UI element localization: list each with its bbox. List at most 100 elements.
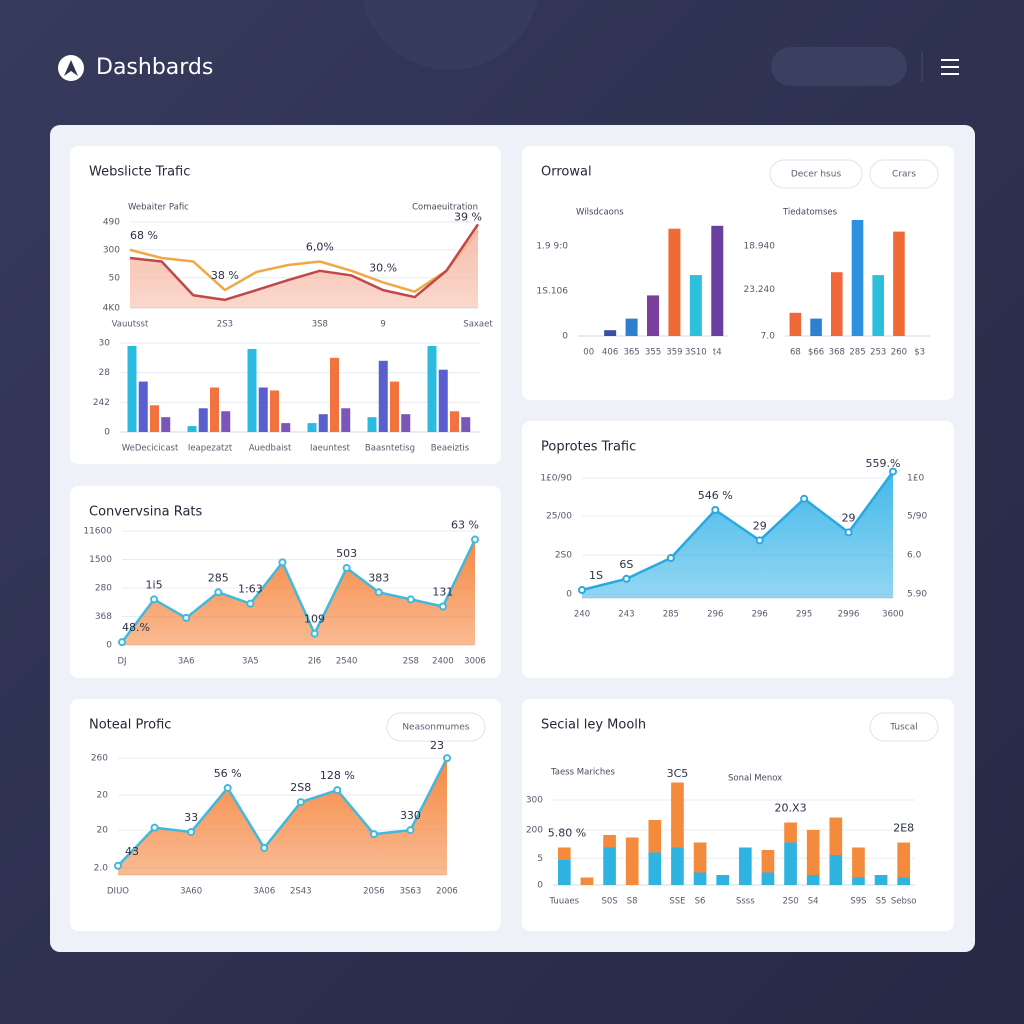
button-label[interactable]: Decer hsus bbox=[791, 170, 842, 180]
annotation: 5.80 % bbox=[548, 827, 586, 840]
annotation: 30.% bbox=[369, 261, 397, 274]
y2-tick-label: 6.0 bbox=[907, 551, 922, 561]
bar bbox=[668, 228, 681, 336]
y2-tick-label: 1£0 bbox=[907, 474, 924, 484]
y-tick-label: 30 bbox=[99, 339, 111, 349]
bar bbox=[830, 272, 843, 336]
annotation: 39 % bbox=[454, 210, 482, 223]
bar bbox=[438, 369, 448, 432]
point bbox=[278, 558, 287, 567]
y-tick-label: 4K0 bbox=[103, 304, 121, 314]
bar-segment bbox=[603, 847, 616, 885]
y-tick-label: 20 bbox=[97, 826, 109, 836]
bar-segment bbox=[671, 782, 684, 848]
bar-segment bbox=[784, 842, 797, 885]
panel-title: Orrowal bbox=[541, 165, 592, 180]
x-tick-label: 285 bbox=[663, 610, 679, 620]
x-tick-label: 355 bbox=[645, 348, 661, 358]
button[interactable] bbox=[869, 712, 939, 742]
point bbox=[260, 843, 269, 852]
annotation: 68 % bbox=[130, 229, 158, 242]
y-tick-label: 20 bbox=[97, 791, 109, 801]
x-tick-label: 3S8 bbox=[312, 320, 328, 330]
point bbox=[666, 554, 675, 562]
annotation: 63 % bbox=[451, 519, 479, 532]
chart-subtitle: Tiedatomses bbox=[782, 208, 838, 218]
menu-icon[interactable] bbox=[941, 59, 959, 75]
x-tick-label: 253 bbox=[870, 348, 886, 358]
x-tick-label: 2540 bbox=[336, 657, 358, 667]
button-label[interactable]: Tuscal bbox=[889, 723, 918, 733]
bar-segment bbox=[761, 850, 775, 873]
x-tick-label: 3600 bbox=[882, 610, 904, 620]
bar bbox=[187, 426, 197, 432]
line bbox=[121, 539, 477, 643]
area bbox=[130, 224, 478, 308]
bar bbox=[689, 275, 702, 336]
x-tick-label: 3S10 bbox=[685, 348, 707, 358]
x-tick-label: 243 bbox=[618, 610, 634, 620]
point bbox=[246, 599, 255, 608]
bar-segment bbox=[852, 847, 865, 878]
annotation: 23 bbox=[430, 739, 444, 752]
x-tick-label: 00 bbox=[583, 348, 594, 358]
x-tick-label: 296 bbox=[752, 610, 768, 620]
x-tick-label: 3A06 bbox=[253, 887, 275, 897]
point bbox=[310, 629, 319, 638]
bar bbox=[161, 417, 171, 432]
point bbox=[471, 535, 479, 544]
bar-segment bbox=[557, 860, 571, 885]
point bbox=[333, 786, 342, 795]
bar-segment bbox=[784, 822, 797, 843]
button-label[interactable]: Neasonmumes bbox=[402, 723, 469, 733]
area bbox=[582, 471, 893, 598]
x-tick-label: Ieapezatzt bbox=[188, 444, 233, 454]
button-label[interactable]: Crars bbox=[892, 170, 916, 180]
annotation: 559.% bbox=[866, 457, 901, 470]
x-tick-label: 2S3 bbox=[217, 320, 233, 330]
x-tick-label: S8 bbox=[627, 897, 638, 907]
x-tick-label: 68 bbox=[790, 348, 801, 358]
annotation: 1:63 bbox=[238, 583, 263, 596]
area bbox=[118, 758, 447, 875]
point bbox=[369, 830, 378, 839]
x-tick-label: 240 bbox=[574, 610, 590, 620]
bar bbox=[150, 405, 159, 432]
bar-segment bbox=[829, 817, 843, 855]
bar bbox=[810, 318, 822, 336]
annotation: 20.X3 bbox=[775, 802, 807, 815]
bar-segment bbox=[897, 842, 911, 878]
chart-subtitle: Webaiter Pafic bbox=[128, 203, 189, 213]
y-tick-label: 242 bbox=[93, 398, 110, 408]
point bbox=[578, 586, 586, 594]
panel-title: Webslicte Trafic bbox=[89, 165, 190, 180]
bar bbox=[872, 275, 885, 336]
button[interactable] bbox=[769, 159, 863, 189]
bar-segment bbox=[693, 872, 707, 885]
button[interactable] bbox=[386, 712, 486, 742]
button[interactable] bbox=[869, 159, 939, 189]
x-tick-label: 3A5 bbox=[242, 657, 259, 667]
bar bbox=[281, 423, 291, 432]
search-pill[interactable] bbox=[771, 47, 907, 86]
point bbox=[406, 595, 415, 604]
annotation: 330 bbox=[400, 809, 421, 822]
annotation: 128 % bbox=[320, 769, 355, 782]
x-tick-label: $66 bbox=[808, 348, 824, 358]
point bbox=[711, 506, 720, 514]
bar-segment bbox=[716, 875, 730, 885]
app-title: Dashbards bbox=[96, 55, 213, 80]
line bbox=[117, 757, 449, 867]
bar bbox=[138, 381, 148, 432]
bar bbox=[307, 423, 317, 432]
annotation: 2E8 bbox=[893, 822, 914, 835]
x-tick-label: 3S63 bbox=[400, 887, 422, 897]
x-tick-label: Auedbaist bbox=[249, 444, 292, 454]
bar bbox=[711, 225, 724, 336]
y-tick-label: 368 bbox=[95, 612, 112, 622]
point bbox=[889, 467, 897, 476]
bar-segment bbox=[693, 842, 707, 873]
annotation: 43 bbox=[125, 845, 139, 858]
bar bbox=[647, 295, 659, 336]
bar bbox=[604, 330, 617, 336]
